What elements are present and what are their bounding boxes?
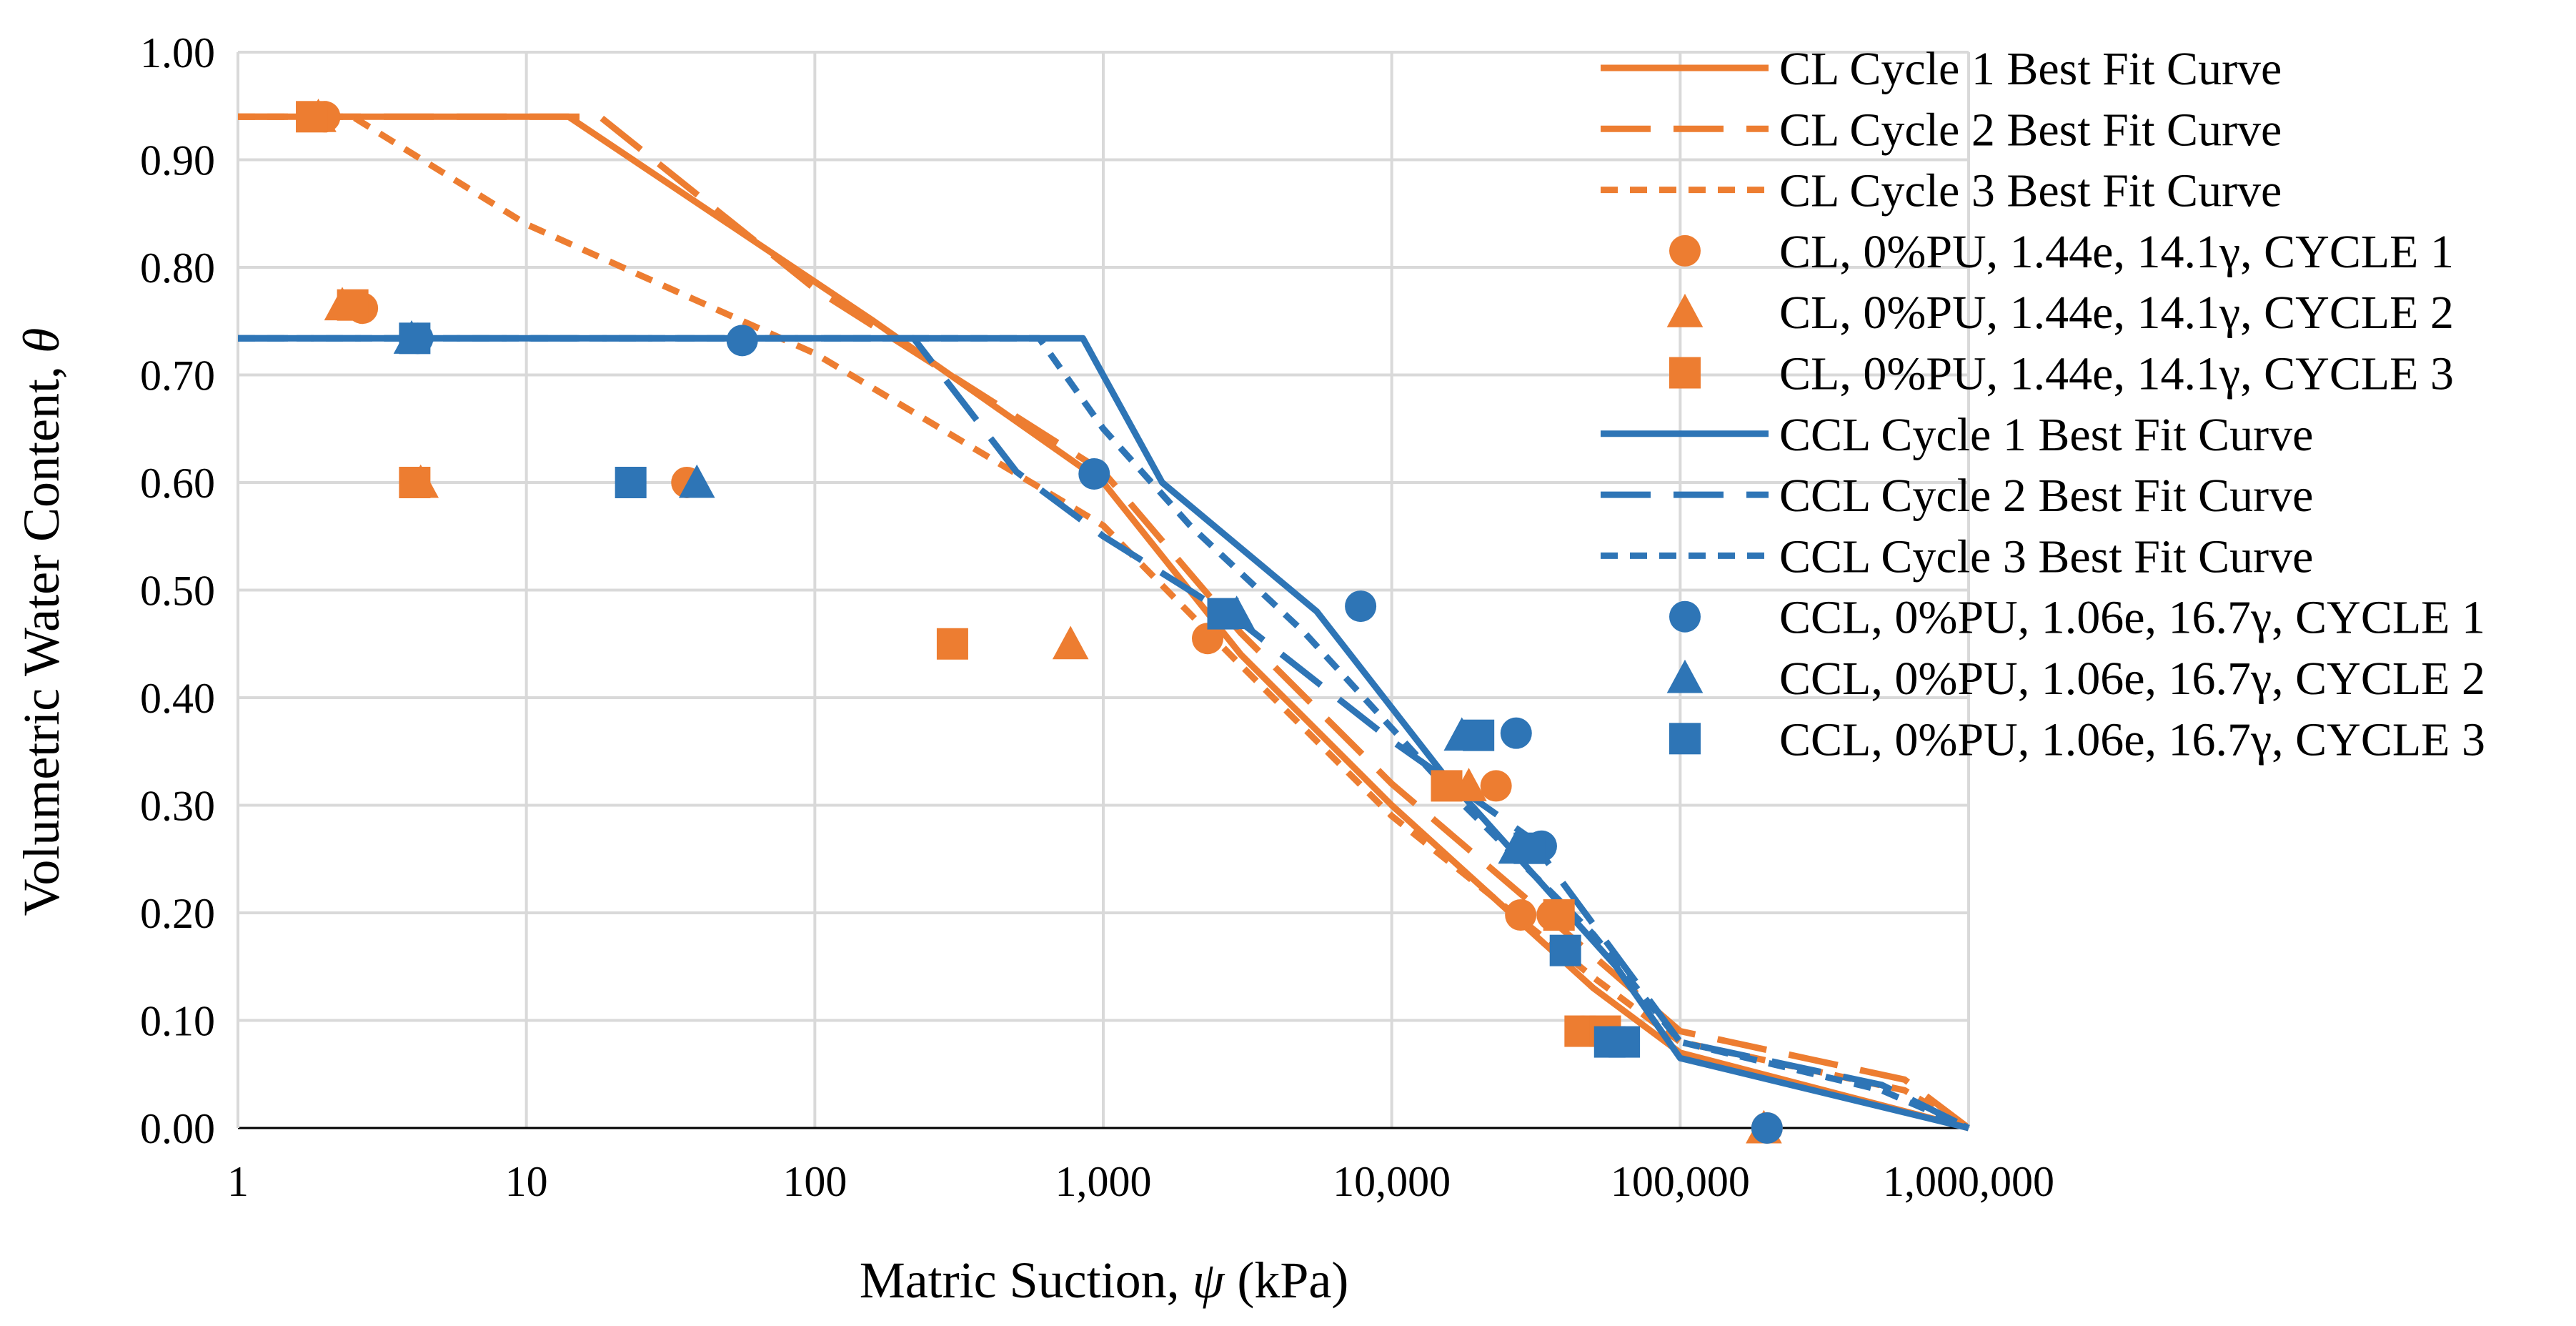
data-point-square <box>1463 719 1495 751</box>
data-point-square <box>1207 598 1239 630</box>
x-tick-label: 1 <box>227 1158 249 1205</box>
y-tick-label: 0.40 <box>140 675 215 722</box>
legend-label: CCL, 0%PU, 1.06e, 16.7γ, CYCLE 2 <box>1779 653 2485 705</box>
legend-label: CL, 0%PU, 1.44e, 14.1γ, CYCLE 1 <box>1779 226 2454 278</box>
x-tick-label: 10 <box>505 1158 548 1205</box>
y-tick-label: 0.30 <box>140 783 215 830</box>
axes <box>237 52 1969 1129</box>
gridlines <box>238 51 1970 1128</box>
legend-marker-swatch <box>1669 723 1701 755</box>
data-point-square <box>296 101 328 133</box>
legend-marker-swatch <box>1669 600 1701 633</box>
data-point-square <box>1543 899 1575 931</box>
data-point-square <box>399 322 431 355</box>
legend-label: CCL Cycle 3 Best Fit Curve <box>1779 530 2313 583</box>
data-point-square <box>1513 832 1546 864</box>
legend-label: CL, 0%PU, 1.44e, 14.1γ, CYCLE 2 <box>1779 287 2454 339</box>
best-fit-curve-8 <box>238 335 1970 1132</box>
legend-label: CL Cycle 3 Best Fit Curve <box>1779 165 2282 217</box>
series-lines <box>238 113 1971 1132</box>
legend-marker-swatch <box>1666 659 1704 693</box>
data-point-circle <box>1345 590 1377 623</box>
series-markers <box>296 99 1783 1144</box>
legend-label: CL Cycle 1 Best Fit Curve <box>1779 43 2282 95</box>
data-point-square <box>1608 1026 1641 1058</box>
legend-label: CL Cycle 2 Best Fit Curve <box>1779 104 2282 156</box>
y-tick-label: 1.00 <box>140 29 215 76</box>
legend-label: CCL Cycle 1 Best Fit Curve <box>1779 409 2313 461</box>
x-axis-title: Matric Suction, ψ (kPa) <box>860 1252 1349 1309</box>
y-tick-label: 0.60 <box>140 460 215 507</box>
legend-label: CCL, 0%PU, 1.06e, 16.7γ, CYCLE 3 <box>1779 713 2485 766</box>
y-tick-label: 0.20 <box>140 890 215 937</box>
data-point-square <box>1431 770 1463 802</box>
data-point-circle <box>1751 1112 1783 1144</box>
data-point-circle <box>726 325 758 357</box>
legend-marker-swatch <box>1669 234 1701 267</box>
y-tick-label: 0.10 <box>140 998 215 1045</box>
tick-labels: 1 10 100 1,000 10,000 100,000 1,000,000 0.00 0.1… <box>140 29 2054 1205</box>
y-tick-label: 0.00 <box>140 1105 215 1152</box>
data-point-circle <box>1192 623 1224 655</box>
y-axis-title: Volumetric Water Content, θ <box>13 328 70 916</box>
x-tick-label: 10,000 <box>1333 1158 1451 1205</box>
best-fit-curve-0 <box>238 113 1970 1132</box>
data-point-square <box>1549 934 1581 966</box>
best-fit-curve-6 <box>238 335 1970 1132</box>
legend-marker-swatch <box>1666 293 1704 327</box>
data-point-circle <box>1500 717 1532 749</box>
data-point-circle <box>1480 770 1512 802</box>
data-point-triangle <box>678 464 715 498</box>
y-tick-label: 0.70 <box>140 352 215 400</box>
legend-label: CCL, 0%PU, 1.06e, 16.7γ, CYCLE 1 <box>1779 592 2485 644</box>
legend-label: CCL Cycle 2 Best Fit Curve <box>1779 470 2313 522</box>
data-point-circle <box>1505 899 1537 931</box>
x-tick-label: 100,000 <box>1611 1158 1750 1205</box>
data-point-square <box>337 289 369 321</box>
y-tick-label: 0.50 <box>140 568 215 615</box>
x-tick-label: 1,000,000 <box>1883 1158 2054 1205</box>
data-point-square <box>399 467 431 498</box>
legend-marker-swatch <box>1669 357 1701 389</box>
x-tick-label: 100 <box>782 1158 847 1205</box>
data-point-square <box>615 467 647 498</box>
y-tick-label: 0.90 <box>140 137 215 184</box>
legend: CL Cycle 1 Best Fit Curve CL Cycle 2 Best… <box>1601 43 2485 766</box>
data-point-triangle <box>1052 625 1089 660</box>
x-tick-label: 1,000 <box>1055 1158 1152 1205</box>
data-point-circle <box>1078 457 1110 490</box>
legend-label: CL, 0%PU, 1.44e, 14.1γ, CYCLE 3 <box>1779 348 2454 400</box>
data-point-square <box>936 628 968 660</box>
best-fit-curve-1 <box>238 113 1971 1131</box>
y-tick-label: 0.80 <box>140 244 215 292</box>
